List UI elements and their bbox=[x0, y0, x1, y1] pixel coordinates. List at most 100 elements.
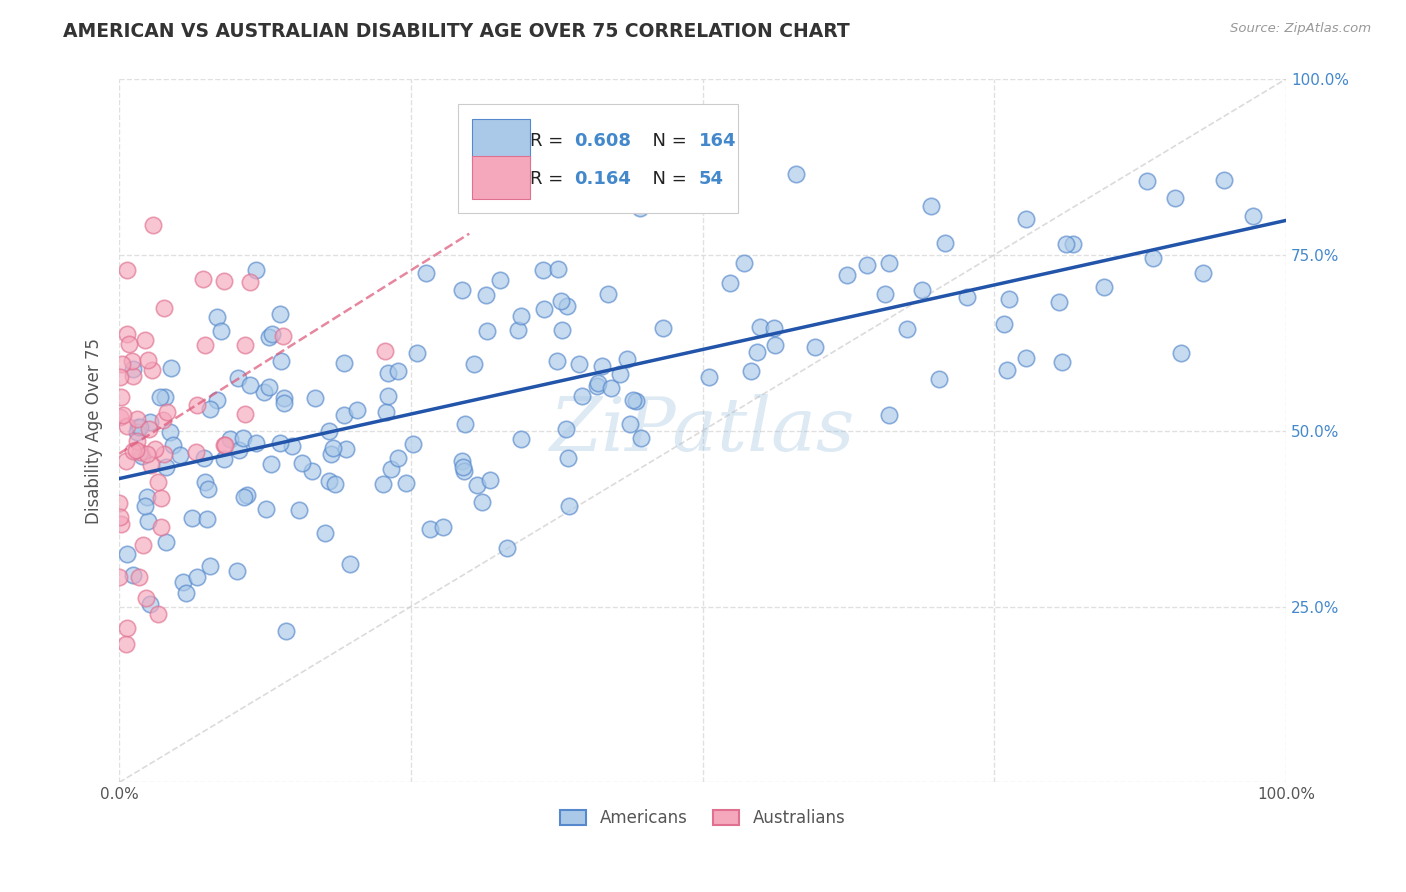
Point bbox=[108, 370, 131, 384]
Point bbox=[619, 417, 641, 431]
Point bbox=[152, 447, 174, 461]
Point bbox=[110, 410, 132, 425]
Y-axis label: Disability Age Over 75: Disability Age Over 75 bbox=[86, 338, 103, 524]
Point bbox=[547, 261, 569, 276]
Point bbox=[591, 359, 613, 373]
Point bbox=[155, 460, 177, 475]
Point bbox=[877, 256, 900, 270]
Point bbox=[453, 464, 475, 478]
Point bbox=[377, 366, 399, 380]
Text: N =: N = bbox=[641, 169, 692, 188]
Point bbox=[269, 435, 291, 450]
Point bbox=[197, 483, 219, 497]
Point bbox=[259, 380, 281, 394]
Point bbox=[993, 317, 1015, 331]
Point bbox=[568, 357, 591, 371]
Point bbox=[186, 398, 208, 412]
Point bbox=[406, 345, 429, 359]
Point bbox=[1015, 351, 1038, 366]
Point bbox=[273, 391, 295, 405]
Point bbox=[108, 510, 131, 524]
Point bbox=[129, 444, 152, 458]
Point bbox=[134, 333, 156, 347]
Point bbox=[322, 441, 344, 455]
Point bbox=[174, 585, 197, 599]
Point bbox=[956, 290, 979, 304]
Point bbox=[139, 458, 162, 473]
Point bbox=[856, 259, 879, 273]
Point bbox=[159, 425, 181, 439]
Point bbox=[262, 327, 284, 342]
Point bbox=[415, 266, 437, 280]
Point bbox=[496, 541, 519, 555]
Point bbox=[453, 417, 475, 432]
Point bbox=[555, 299, 578, 313]
Point bbox=[115, 637, 138, 651]
Point bbox=[301, 464, 323, 478]
Point bbox=[160, 361, 183, 376]
Point bbox=[226, 371, 249, 385]
Point bbox=[531, 262, 554, 277]
Point bbox=[558, 499, 581, 513]
Point bbox=[1062, 237, 1084, 252]
Point bbox=[271, 329, 294, 343]
Text: 0.164: 0.164 bbox=[574, 169, 631, 188]
Point bbox=[142, 219, 165, 233]
Point bbox=[152, 412, 174, 426]
Point bbox=[194, 475, 217, 490]
Point bbox=[465, 478, 488, 492]
Point bbox=[193, 450, 215, 465]
Point bbox=[318, 424, 340, 438]
Point bbox=[191, 272, 214, 286]
Point bbox=[115, 262, 138, 277]
Point bbox=[195, 512, 218, 526]
Point bbox=[380, 462, 402, 476]
Point bbox=[651, 320, 673, 334]
Point bbox=[125, 411, 148, 425]
Point bbox=[911, 283, 934, 297]
Text: R =: R = bbox=[530, 169, 569, 188]
Point bbox=[489, 272, 512, 286]
Point bbox=[451, 460, 474, 475]
Point bbox=[236, 488, 259, 502]
Point bbox=[1213, 172, 1236, 186]
Point bbox=[155, 535, 177, 549]
Point bbox=[117, 547, 139, 561]
Point bbox=[194, 338, 217, 352]
Point bbox=[571, 389, 593, 403]
Point bbox=[387, 451, 409, 466]
Point bbox=[156, 405, 179, 419]
Point bbox=[733, 256, 755, 270]
Point bbox=[233, 490, 256, 504]
Point bbox=[1092, 280, 1115, 294]
Point bbox=[740, 364, 762, 378]
Point bbox=[141, 363, 163, 377]
Point bbox=[111, 357, 134, 371]
Point bbox=[508, 323, 530, 337]
Point bbox=[747, 345, 769, 359]
Point bbox=[253, 385, 276, 400]
Point bbox=[1170, 346, 1192, 360]
Point bbox=[555, 421, 578, 435]
Point bbox=[260, 457, 283, 471]
Point bbox=[128, 570, 150, 584]
Text: 164: 164 bbox=[699, 132, 737, 150]
Point bbox=[233, 407, 256, 421]
Point bbox=[762, 321, 785, 335]
Point bbox=[600, 381, 623, 395]
Point bbox=[149, 390, 172, 404]
Point bbox=[475, 287, 498, 301]
Point bbox=[586, 376, 609, 390]
Point bbox=[557, 451, 579, 466]
Point bbox=[136, 353, 159, 368]
Point bbox=[621, 393, 644, 408]
Text: N =: N = bbox=[641, 132, 692, 150]
Point bbox=[127, 425, 149, 439]
Point bbox=[697, 370, 720, 384]
Point bbox=[333, 356, 356, 370]
Point bbox=[1142, 251, 1164, 265]
Point bbox=[112, 408, 135, 422]
Point bbox=[209, 324, 232, 338]
Point bbox=[150, 491, 173, 506]
Point bbox=[346, 403, 368, 417]
